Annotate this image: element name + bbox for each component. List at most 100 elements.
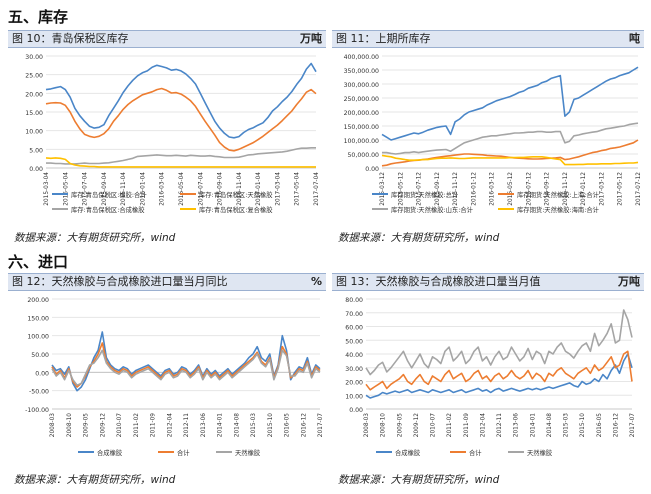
- x-tick-label: 2016-01-04: [140, 172, 146, 206]
- y-tick-label: 10.00: [25, 129, 43, 136]
- x-tick-label: 2015-03-04: [44, 172, 50, 206]
- x-tick-label: 2008-03: [364, 413, 370, 438]
- chart-title: 图 12：天然橡胶与合成橡胶进口量当月同比: [12, 275, 228, 288]
- legend-label: 库存:青岛保税区:合成橡胶: [71, 205, 145, 214]
- x-tick-label: 2015-10: [268, 413, 274, 438]
- chart-header: 图 11：上期所库存 吨: [332, 31, 644, 48]
- x-tick-label: 2012-11: [497, 413, 503, 438]
- x-tick-label: 2017-01-04: [256, 172, 262, 206]
- x-tick-label: 2009-05: [84, 413, 90, 438]
- x-tick-label: 2017-07: [630, 413, 636, 438]
- series-line: [45, 87, 317, 152]
- x-tick-label: 2008-03: [50, 413, 56, 438]
- chart-unit: 万吨: [618, 275, 640, 288]
- chart-header: 图 13：天然橡胶与合成橡胶进口量当月值 万吨: [332, 274, 644, 291]
- x-tick-label: 2016-01-12: [471, 172, 477, 206]
- legend-label: 合成橡胶: [97, 448, 123, 457]
- x-tick-label: 2015-03: [564, 413, 570, 438]
- x-tick-label: 2016-05-04: [179, 172, 185, 206]
- y-tick-label: 50.00: [31, 352, 49, 359]
- x-tick-label: 2012-04: [480, 413, 486, 438]
- x-tick-label: 2014-08: [234, 413, 240, 438]
- x-tick-label: 2015-05-04: [63, 172, 69, 206]
- x-tick-label: 2008-10: [67, 413, 73, 438]
- chart-title: 图 13：天然橡胶与合成橡胶进口量当月值: [336, 275, 541, 288]
- y-tick-label: 60.00: [345, 325, 363, 332]
- chart-header: 图 12：天然橡胶与合成橡胶进口量当月同比 %: [8, 274, 326, 291]
- y-tick-label: 50,000.00: [348, 152, 380, 159]
- chart-unit: %: [310, 275, 322, 288]
- y-tick-label: 10.00: [345, 393, 363, 400]
- x-tick-label: 2016-09-04: [218, 172, 224, 206]
- x-tick-label: 2016-11-04: [237, 172, 243, 206]
- x-tick-label: 2015-03-12: [380, 172, 386, 206]
- y-tick-label: 20.00: [345, 380, 363, 387]
- x-tick-label: 2016-03-04: [160, 172, 166, 206]
- legend-label: 库存:青岛保税区:橡胶:合计: [71, 190, 147, 199]
- x-tick-label: 2017-01-12: [581, 172, 587, 206]
- x-tick-label: 2008-10: [381, 413, 387, 438]
- legend-label: 库存期货:天然橡胶:山东:合计: [391, 205, 474, 214]
- x-tick-label: 2013-06: [201, 413, 207, 438]
- x-tick-label: 2009-05: [397, 413, 403, 438]
- series-line: [45, 62, 317, 139]
- chart-unit: 吨: [629, 32, 640, 45]
- y-tick-label: 70.00: [345, 311, 363, 318]
- y-tick-label: -100.00: [25, 407, 49, 414]
- series-line: [382, 122, 639, 155]
- x-tick-label: 2015-11-12: [453, 172, 459, 206]
- x-tick-label: 2016-07-12: [526, 172, 532, 206]
- legend-label: 合计: [469, 448, 482, 457]
- chart-unit: 万吨: [300, 32, 322, 45]
- x-tick-label: 2016-03-12: [490, 172, 496, 206]
- x-tick-label: 2014-08: [547, 413, 553, 438]
- chart-svg: 0.00 10.00 20.00 30.00 40.00 50.00 60.00 70.00 8…: [345, 297, 636, 457]
- x-tick-label: 2016-05: [285, 413, 291, 438]
- legend-label: 库存期货:天然橡胶:海南:合计: [517, 205, 600, 214]
- y-tick-label: 150,000.00: [344, 124, 379, 131]
- x-tick-label: 2011-02: [134, 413, 140, 438]
- y-tick-label: 250,000.00: [344, 96, 379, 103]
- y-tick-label: 0.00: [365, 166, 379, 173]
- y-tick-label: 80.00: [345, 297, 363, 304]
- chart-panel-12: 图 12：天然橡胶与合成橡胶进口量当月同比 % -100.00 -50.00 0.0…: [8, 273, 326, 468]
- series-line: [381, 66, 639, 141]
- legend-label: 库存期货:天然橡胶:上海:合计: [517, 190, 600, 199]
- x-tick-label: 2016-11-12: [563, 172, 569, 206]
- y-tick-label: 25.00: [25, 73, 43, 80]
- legend-label: 天然橡胶: [235, 448, 261, 457]
- y-tick-label: 0.00: [29, 166, 43, 173]
- x-tick-label: 2015-09-04: [102, 172, 108, 206]
- y-tick-label: 400,000.00: [344, 54, 379, 61]
- data-source: 数据来源：大有期货研究所，wind: [14, 232, 176, 244]
- x-tick-label: 2011-02: [447, 413, 453, 438]
- y-tick-label: 300,000.00: [344, 82, 379, 89]
- x-tick-label: 2016-09-12: [545, 172, 551, 206]
- x-tick-label: 2013-06: [514, 413, 520, 438]
- x-tick-label: 2009-12: [100, 413, 106, 438]
- legend-label: 库存期货:天然橡胶:总计: [391, 190, 459, 199]
- chart-svg: 0.00 50,000.00 100,000.00 150,000.00 200,000…: [344, 54, 642, 214]
- series-line: [51, 349, 321, 386]
- y-tick-label: 200,000.00: [344, 110, 379, 117]
- series-line: [365, 350, 633, 391]
- legend-label: 库存:青岛保税区:天然橡胶: [199, 190, 273, 199]
- y-tick-label: 50.00: [345, 338, 363, 345]
- x-tick-label: 2017-07: [318, 413, 324, 438]
- x-tick-label: 2009-12: [414, 413, 420, 438]
- x-tick-label: 2017-05-04: [295, 172, 301, 206]
- x-tick-label: 2017-03-12: [599, 172, 605, 206]
- x-tick-label: 2011-09: [464, 413, 470, 438]
- y-tick-label: 100.00: [27, 334, 49, 341]
- section-title-inventory: 五、库存: [8, 8, 69, 26]
- x-tick-label: 2017-07-04: [314, 172, 320, 206]
- x-tick-label: 2010-07: [117, 413, 123, 438]
- series-line: [365, 309, 633, 376]
- x-tick-label: 2017-07-12: [636, 172, 642, 206]
- series-line: [365, 353, 633, 399]
- data-source: 数据来源：大有期货研究所，wind: [338, 474, 500, 486]
- series-line: [381, 154, 639, 166]
- x-tick-label: 2015-07-12: [417, 172, 423, 206]
- y-tick-label: 350,000.00: [344, 68, 379, 75]
- y-tick-label: 15.00: [25, 110, 43, 117]
